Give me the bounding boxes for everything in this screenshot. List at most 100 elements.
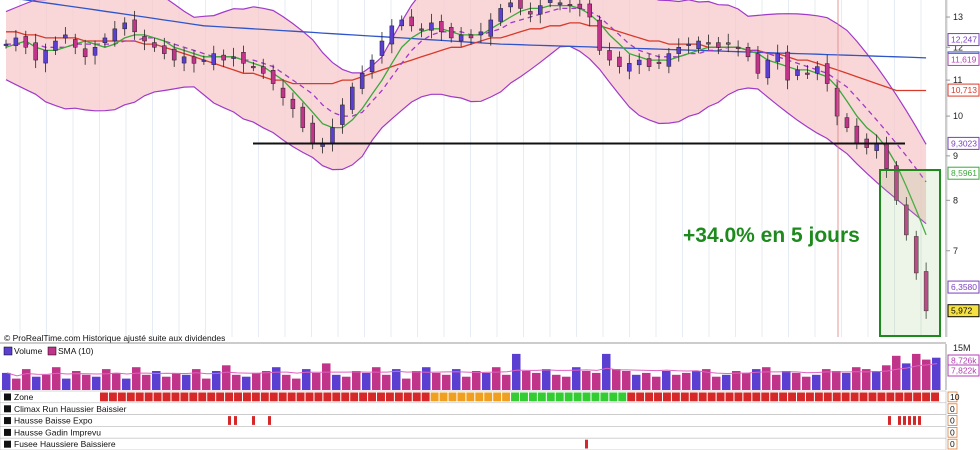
candle-body (765, 59, 771, 79)
bollinger-fill (6, 0, 927, 224)
zone-cell (645, 392, 654, 402)
candle-body (775, 53, 780, 62)
indicator-value-box (947, 415, 958, 426)
zone-cell (162, 392, 171, 402)
volume-bar (142, 374, 151, 390)
volume-bar (792, 372, 801, 390)
volume-bar (222, 365, 231, 390)
candle-body (409, 16, 414, 27)
indicator-value: 0 (950, 427, 955, 437)
volume-tag-label: 8,726k (951, 356, 977, 366)
price-tags: 12,24711,66511,61910,7139,30238,59616,35… (947, 33, 980, 318)
volume-bar (272, 367, 281, 390)
candle-body (448, 27, 454, 39)
price-tag-label: 9,3023 (951, 138, 977, 148)
candle-body (152, 42, 157, 48)
price-tick-label: 11 (953, 75, 962, 85)
zone-cell (761, 392, 770, 402)
candle-body (676, 47, 682, 54)
candle-body (844, 117, 850, 128)
volume-bar (442, 374, 451, 390)
zone-cell (126, 392, 135, 402)
volume-bar (472, 371, 481, 390)
candle-body (785, 51, 790, 81)
volume-bar (672, 374, 681, 390)
candle-body (488, 19, 494, 37)
candle-body (666, 53, 672, 67)
volume-bar (562, 376, 571, 390)
zone-cell (609, 392, 618, 402)
volume-bar (642, 372, 651, 390)
volume-bar (402, 378, 411, 390)
candle-body (597, 19, 602, 51)
price-tag-box (947, 33, 980, 47)
candle-body (112, 28, 118, 42)
volume-bar (282, 374, 291, 390)
price-tick-label: 13 (953, 12, 963, 22)
candle-body (241, 52, 246, 64)
volume-bar (22, 369, 31, 390)
volume-bar (512, 353, 521, 390)
volume-bar (12, 378, 21, 390)
zone-cell (689, 392, 698, 402)
expo-mark (913, 416, 916, 425)
price-tag-label: 5,972 (951, 306, 973, 316)
price-tag-label: 11,619 (951, 54, 977, 64)
candle-body (815, 66, 820, 74)
candle-body (260, 66, 266, 74)
volume-bar (692, 371, 701, 390)
indicator-row (0, 437, 947, 450)
volume-bar (212, 371, 221, 390)
candle-body (82, 48, 88, 58)
volume-bar (412, 371, 421, 390)
price-axis: 13 12 11 10 9 8 7 (945, 0, 963, 337)
volume-bar (482, 372, 491, 390)
candle-body (231, 56, 236, 59)
zone-cell (636, 392, 645, 402)
zone-cell (564, 392, 573, 402)
candle-body (824, 63, 830, 84)
indicator-label: Hausse Baisse Expo (14, 416, 93, 426)
bollinger-band (5, 0, 927, 225)
candle-body (13, 37, 19, 46)
zone-cell (332, 392, 341, 402)
volume-bar (82, 374, 91, 390)
candle-body (280, 87, 286, 98)
volume-bar (302, 369, 311, 390)
candle-body (607, 50, 612, 61)
expo-mark (908, 416, 911, 425)
zone-cell (600, 392, 609, 402)
candle-body (330, 127, 335, 144)
volume-bar (392, 369, 401, 390)
volume-bar (752, 369, 761, 390)
candle-body (547, 0, 553, 3)
price-tag-box (947, 166, 980, 180)
volume-bar (772, 374, 781, 390)
indicator-swatch (4, 440, 11, 448)
zone-cell (886, 392, 895, 402)
candle-body (33, 42, 38, 61)
price-tag-box (947, 304, 980, 318)
candle-body (310, 122, 315, 144)
volume-bar (592, 372, 601, 390)
candle-body (290, 98, 296, 109)
zone-cell (493, 392, 502, 402)
indicator-value: 0 (950, 404, 955, 414)
zone-cell (484, 392, 493, 402)
candle-body (142, 36, 147, 42)
indicator-label: Zone (14, 392, 34, 402)
volume-bar (382, 374, 391, 390)
volume-bar (362, 372, 371, 390)
sma-blue-line (21, 0, 927, 59)
candle-body (735, 46, 741, 49)
moving-averages (5, 0, 927, 236)
price-tag-label: 8,5961 (951, 168, 977, 178)
volume-bar (812, 374, 821, 390)
indicator-label: Climax Run Haussier Baissier (14, 404, 127, 414)
volume-bar (42, 374, 51, 390)
zone-cell (698, 392, 707, 402)
zone-cell (475, 392, 484, 402)
candle-body (369, 59, 375, 73)
candle-body (557, 2, 563, 5)
